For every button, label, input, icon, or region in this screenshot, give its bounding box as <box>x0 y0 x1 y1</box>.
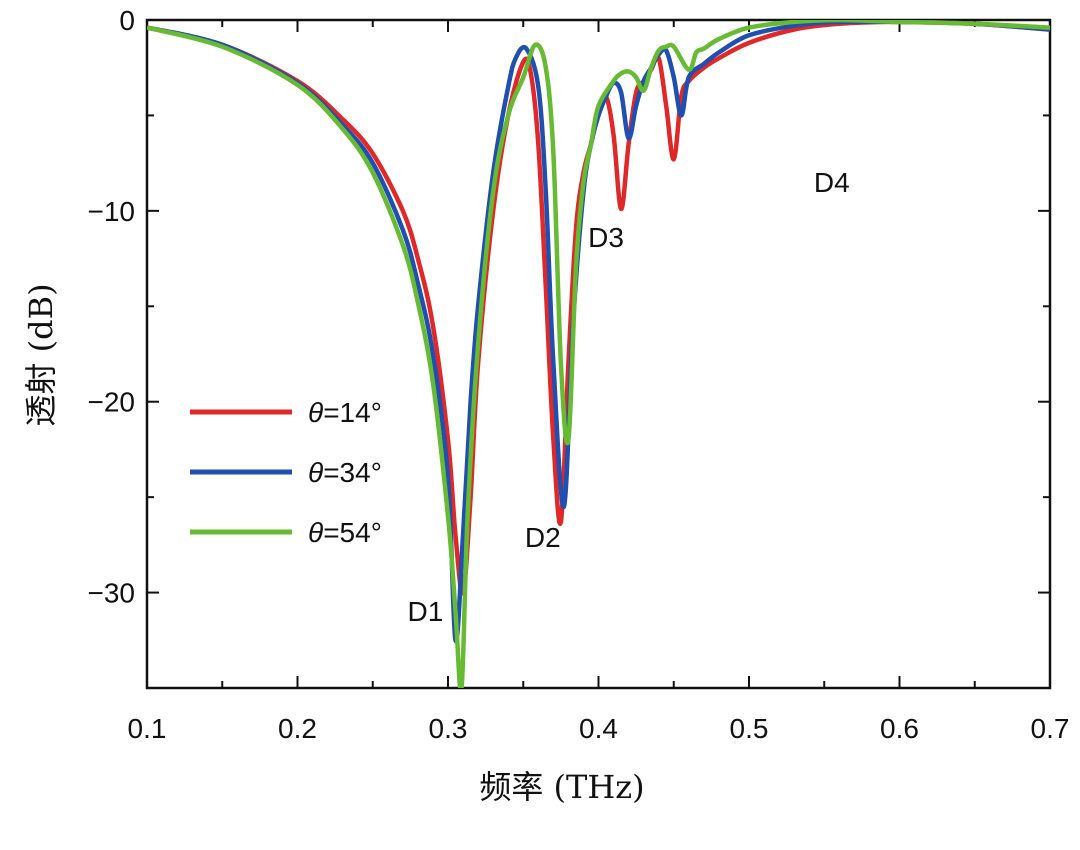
axes: 0.1 0.2 0.3 0.4 0.5 0.6 0.7 0 −10 −20 −30 <box>88 5 1070 744</box>
legend-angle-value: =14° <box>323 397 382 428</box>
y-tick-label: −20 <box>88 387 136 418</box>
dip-label: D3 <box>588 222 624 253</box>
y-tick-label: −30 <box>88 578 136 609</box>
dip-label: D2 <box>525 522 561 553</box>
x-tick-label: 0.5 <box>730 713 769 744</box>
x-tick-label: 0.6 <box>880 713 919 744</box>
x-axis-title: 频率 (THz) <box>479 768 644 806</box>
legend-label: θ=34° <box>308 457 382 488</box>
legend-label: θ=14° <box>308 397 382 428</box>
series-lines <box>147 20 1050 688</box>
legend-theta-symbol: θ <box>308 517 323 548</box>
y-tick-label: 0 <box>119 5 135 36</box>
x-tick-label: 0.1 <box>128 713 167 744</box>
legend-theta-symbol: θ <box>308 397 323 428</box>
x-tick-label: 0.3 <box>429 713 468 744</box>
dip-label: D4 <box>814 167 850 198</box>
x-tick-label: 0.2 <box>278 713 317 744</box>
legend: θ=14°θ=34°θ=54° <box>190 397 382 548</box>
dip-label: D1 <box>408 596 444 627</box>
legend-label: θ=54° <box>308 517 382 548</box>
legend-angle-value: =34° <box>323 457 382 488</box>
series-line <box>147 20 1050 644</box>
dip-annotations: D1 D2 D3 D4 <box>408 167 850 627</box>
x-tick-label: 0.4 <box>579 713 618 744</box>
y-tick-label: −10 <box>88 196 136 227</box>
legend-theta-symbol: θ <box>308 457 323 488</box>
series-line <box>147 20 1050 688</box>
legend-angle-value: =54° <box>323 517 382 548</box>
x-tick-label: 0.7 <box>1031 713 1070 744</box>
y-axis-title: 透射 (dB) <box>22 283 60 426</box>
